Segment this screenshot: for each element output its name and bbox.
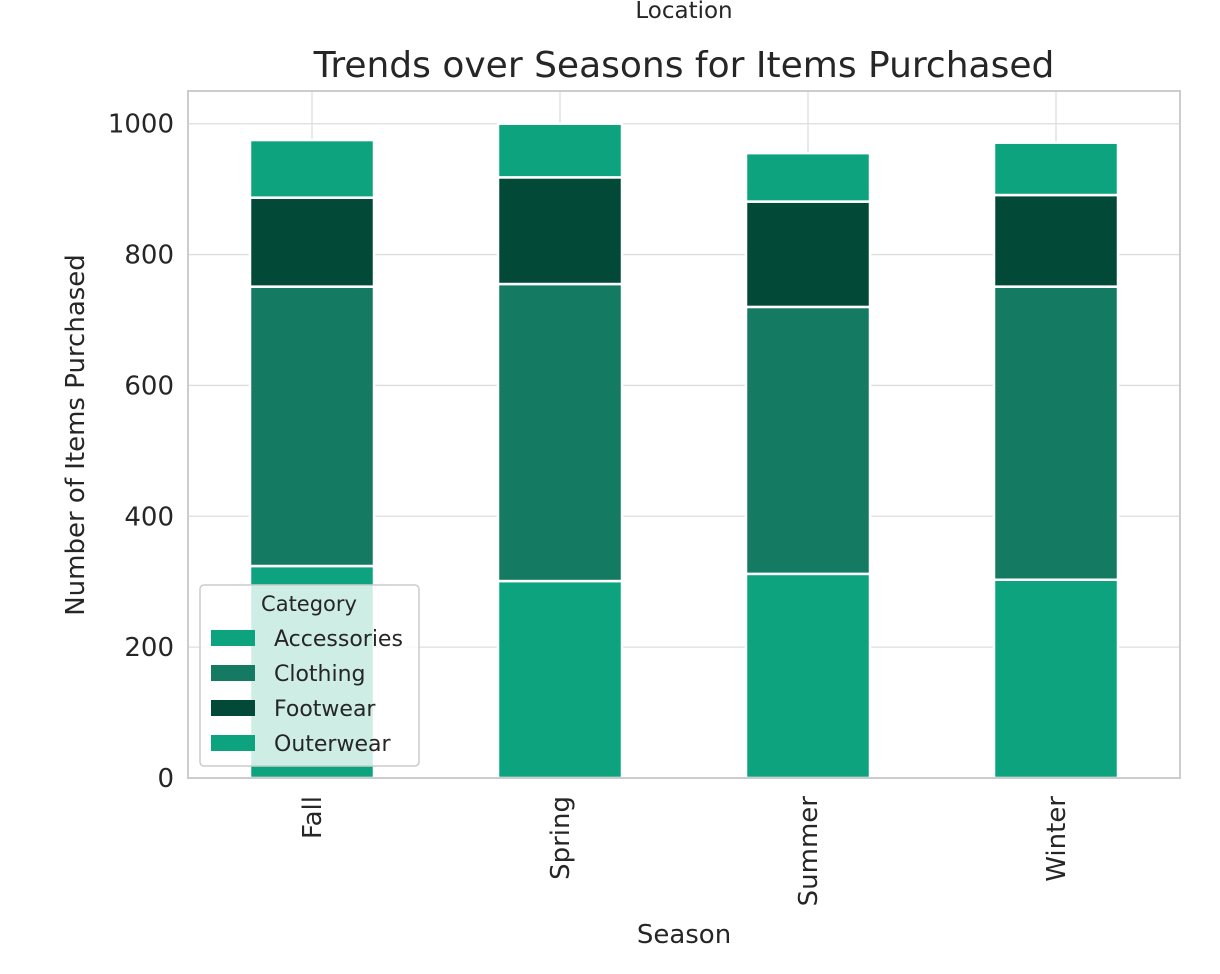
y-tick-label: 600 <box>124 371 174 401</box>
legend-item-accessories: Accessories <box>211 627 403 652</box>
y-tick-label: 200 <box>124 633 174 663</box>
bar-segment-clothing-summer <box>744 305 872 576</box>
x-tick-label-fall: Fall <box>298 796 328 839</box>
bar-segment-accessories-winter <box>992 578 1120 780</box>
legend-label-outerwear: Outerwear <box>274 732 391 757</box>
legend-title: Category <box>261 592 357 616</box>
bar-segment-outerwear-winter <box>992 141 1120 197</box>
legend-swatch-footwear <box>211 700 255 716</box>
legend-item-clothing: Clothing <box>211 662 366 687</box>
legend-swatch-outerwear <box>211 735 255 751</box>
bar-segment-clothing-winter <box>992 285 1120 582</box>
bar-segment-accessories-summer <box>744 572 872 780</box>
legend-item-footwear: Footwear <box>211 697 376 722</box>
legend-label-accessories: Accessories <box>274 627 403 652</box>
bar-segment-footwear-fall <box>248 196 376 288</box>
legend-swatch-accessories <box>211 630 255 646</box>
bar-segment-outerwear-summer <box>744 151 872 203</box>
legend-label-footwear: Footwear <box>274 697 376 722</box>
x-tick-label-summer: Summer <box>794 796 824 907</box>
y-tick-label: 0 <box>157 764 174 794</box>
chart-title: Trends over Seasons for Items Purchased <box>313 45 1055 86</box>
plot-frame <box>187 90 1181 779</box>
x-tick-label-winter: Winter <box>1042 796 1072 882</box>
legend-item-outerwear: Outerwear <box>211 732 391 757</box>
bar-segment-clothing-fall <box>248 285 376 568</box>
y-tick-labels: 0 200 400 600 800 1000 <box>108 110 174 794</box>
x-tick-label-spring: Spring <box>546 796 576 880</box>
bar-segment-footwear-spring <box>496 176 624 286</box>
y-tick-label: 400 <box>124 502 174 532</box>
bar-segment-outerwear-fall <box>248 138 376 199</box>
bar-segment-outerwear-spring <box>496 122 624 179</box>
x-axis-label: Season <box>637 920 731 950</box>
legend: Category Accessories Clothing Footwear O… <box>199 584 420 767</box>
legend-label-clothing: Clothing <box>274 662 366 687</box>
y-axis-label: Number of Items Purchased <box>61 254 91 616</box>
x-tick-labels: Fall Spring Summer Winter <box>298 796 1072 907</box>
y-tick-label: 1000 <box>108 110 174 140</box>
bar-segment-footwear-winter <box>992 193 1120 288</box>
chart-suptitle: Location <box>635 0 732 24</box>
legend-swatch-clothing <box>211 665 255 681</box>
bar-segment-footwear-summer <box>744 200 872 309</box>
y-tick-label: 800 <box>124 241 174 271</box>
bar-segment-accessories-spring <box>496 579 624 780</box>
bar-segment-clothing-spring <box>496 282 624 583</box>
